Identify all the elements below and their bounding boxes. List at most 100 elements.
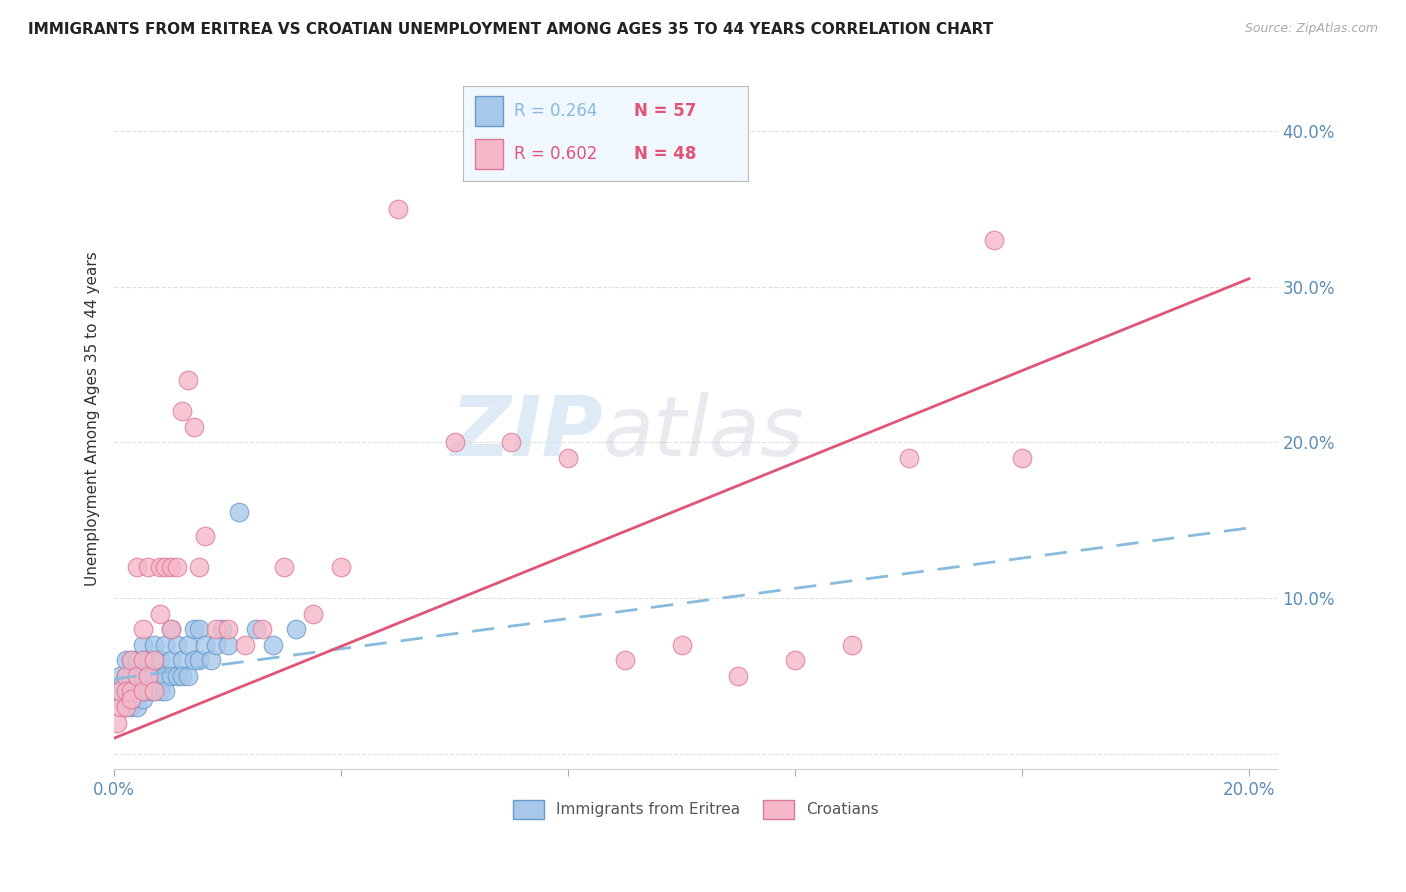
Point	[142, 653, 165, 667]
Point	[125, 684, 148, 698]
Point	[120, 653, 142, 667]
Point	[172, 653, 194, 667]
Point	[783, 653, 806, 667]
Point	[262, 638, 284, 652]
Point	[108, 692, 131, 706]
Point	[111, 676, 134, 690]
Legend: Immigrants from Eritrea, Croatians: Immigrants from Eritrea, Croatians	[508, 794, 884, 825]
Text: Source: ZipAtlas.com: Source: ZipAtlas.com	[1244, 22, 1378, 36]
Point	[131, 684, 153, 698]
Point	[200, 653, 222, 667]
Point	[557, 450, 579, 465]
Point	[194, 638, 217, 652]
Point	[160, 669, 183, 683]
Point	[131, 692, 153, 706]
Point	[188, 559, 211, 574]
Point	[114, 684, 136, 698]
Point	[183, 653, 205, 667]
Point	[125, 700, 148, 714]
Point	[142, 684, 165, 698]
Point	[114, 669, 136, 683]
Point	[142, 638, 165, 652]
Point	[177, 638, 200, 652]
Point	[149, 607, 172, 621]
Point	[142, 669, 165, 683]
Point	[136, 559, 159, 574]
Point	[105, 715, 128, 730]
Point	[160, 559, 183, 574]
Point	[149, 653, 172, 667]
Point	[273, 559, 295, 574]
Point	[120, 692, 142, 706]
Point	[114, 700, 136, 714]
Point	[142, 684, 165, 698]
Point	[131, 684, 153, 698]
Point	[125, 669, 148, 683]
Point	[183, 622, 205, 636]
Point	[114, 684, 136, 698]
Point	[188, 622, 211, 636]
Point	[136, 669, 159, 683]
Point	[205, 622, 228, 636]
Point	[131, 638, 153, 652]
Point	[136, 684, 159, 698]
Point	[149, 684, 172, 698]
Point	[105, 684, 128, 698]
Point	[166, 559, 188, 574]
Point	[155, 638, 177, 652]
Point	[301, 607, 323, 621]
Text: atlas: atlas	[603, 392, 804, 474]
Point	[131, 653, 153, 667]
Point	[120, 700, 142, 714]
Point	[1011, 450, 1033, 465]
Point	[149, 669, 172, 683]
Point	[149, 559, 172, 574]
Point	[205, 638, 228, 652]
Point	[166, 638, 188, 652]
Point	[120, 653, 142, 667]
Point	[177, 373, 200, 387]
Point	[250, 622, 273, 636]
Point	[120, 692, 142, 706]
Point	[114, 653, 136, 667]
Point	[155, 669, 177, 683]
Point	[613, 653, 636, 667]
Point	[125, 559, 148, 574]
Point	[108, 700, 131, 714]
Point	[125, 653, 148, 667]
Point	[114, 669, 136, 683]
Point	[330, 559, 353, 574]
Point	[177, 669, 200, 683]
Point	[387, 202, 409, 216]
Point	[217, 638, 239, 652]
Point	[125, 669, 148, 683]
Point	[131, 669, 153, 683]
Point	[245, 622, 267, 636]
Point	[194, 529, 217, 543]
Point	[131, 653, 153, 667]
Point	[841, 638, 863, 652]
Y-axis label: Unemployment Among Ages 35 to 44 years: Unemployment Among Ages 35 to 44 years	[86, 252, 100, 586]
Point	[160, 622, 183, 636]
Point	[501, 435, 523, 450]
Point	[120, 684, 142, 698]
Point	[727, 669, 749, 683]
Point	[671, 638, 693, 652]
Point	[114, 700, 136, 714]
Point	[897, 450, 920, 465]
Point	[228, 505, 250, 519]
Point	[160, 653, 183, 667]
Point	[136, 653, 159, 667]
Point	[172, 669, 194, 683]
Point	[217, 622, 239, 636]
Point	[172, 404, 194, 418]
Point	[108, 669, 131, 683]
Point	[120, 684, 142, 698]
Point	[233, 638, 256, 652]
Point	[142, 653, 165, 667]
Point	[108, 684, 131, 698]
Point	[284, 622, 307, 636]
Point	[155, 559, 177, 574]
Text: ZIP: ZIP	[450, 392, 603, 474]
Point	[443, 435, 465, 450]
